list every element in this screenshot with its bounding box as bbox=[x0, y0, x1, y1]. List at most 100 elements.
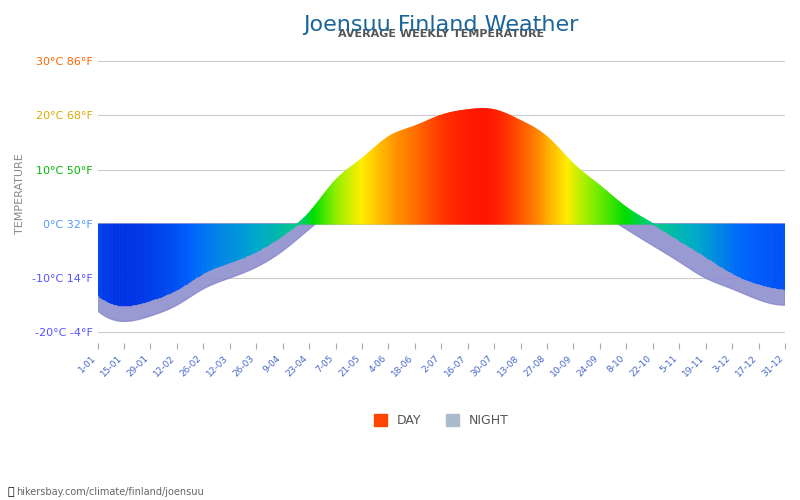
Polygon shape bbox=[441, 115, 442, 224]
Polygon shape bbox=[296, 224, 298, 225]
Polygon shape bbox=[354, 164, 355, 224]
Polygon shape bbox=[741, 224, 742, 278]
Polygon shape bbox=[617, 200, 618, 224]
Polygon shape bbox=[460, 111, 462, 224]
Polygon shape bbox=[302, 220, 303, 224]
Polygon shape bbox=[470, 110, 471, 224]
Polygon shape bbox=[370, 150, 372, 224]
Legend: DAY, NIGHT: DAY, NIGHT bbox=[369, 409, 514, 432]
Polygon shape bbox=[369, 152, 370, 224]
Polygon shape bbox=[205, 224, 206, 272]
Polygon shape bbox=[134, 224, 136, 304]
Polygon shape bbox=[241, 224, 242, 258]
Polygon shape bbox=[249, 224, 250, 254]
Polygon shape bbox=[610, 194, 611, 224]
Polygon shape bbox=[206, 224, 208, 271]
Polygon shape bbox=[382, 140, 384, 224]
Polygon shape bbox=[159, 224, 161, 296]
Polygon shape bbox=[214, 224, 216, 268]
Polygon shape bbox=[204, 224, 205, 272]
Polygon shape bbox=[554, 143, 555, 224]
Polygon shape bbox=[258, 224, 260, 250]
Polygon shape bbox=[606, 191, 607, 224]
Polygon shape bbox=[105, 224, 106, 300]
Polygon shape bbox=[660, 224, 661, 228]
Polygon shape bbox=[417, 125, 418, 224]
Polygon shape bbox=[584, 174, 586, 224]
Polygon shape bbox=[119, 224, 121, 305]
Polygon shape bbox=[111, 224, 113, 304]
Polygon shape bbox=[450, 112, 452, 224]
Polygon shape bbox=[322, 195, 323, 224]
Polygon shape bbox=[262, 224, 263, 248]
Polygon shape bbox=[290, 224, 292, 230]
Polygon shape bbox=[157, 224, 158, 298]
Polygon shape bbox=[491, 110, 493, 224]
Polygon shape bbox=[288, 224, 289, 231]
Polygon shape bbox=[690, 224, 691, 248]
Polygon shape bbox=[281, 224, 282, 236]
Polygon shape bbox=[468, 110, 470, 224]
Polygon shape bbox=[172, 224, 174, 292]
Polygon shape bbox=[311, 209, 313, 224]
Polygon shape bbox=[416, 126, 417, 224]
Polygon shape bbox=[136, 224, 138, 304]
Polygon shape bbox=[271, 224, 273, 242]
Polygon shape bbox=[230, 224, 231, 262]
Polygon shape bbox=[283, 224, 285, 234]
Polygon shape bbox=[164, 224, 165, 295]
Polygon shape bbox=[292, 224, 293, 228]
Polygon shape bbox=[407, 128, 409, 224]
Polygon shape bbox=[410, 128, 412, 224]
Polygon shape bbox=[439, 116, 441, 224]
Polygon shape bbox=[130, 224, 132, 304]
Polygon shape bbox=[313, 208, 314, 224]
Polygon shape bbox=[351, 166, 353, 224]
Polygon shape bbox=[293, 224, 294, 228]
Polygon shape bbox=[756, 224, 758, 283]
Polygon shape bbox=[514, 118, 515, 224]
Polygon shape bbox=[376, 146, 378, 224]
Polygon shape bbox=[538, 130, 540, 224]
Polygon shape bbox=[418, 124, 420, 224]
Polygon shape bbox=[729, 224, 730, 272]
Polygon shape bbox=[330, 184, 332, 224]
Polygon shape bbox=[401, 130, 402, 224]
Polygon shape bbox=[414, 126, 416, 224]
Polygon shape bbox=[676, 224, 678, 239]
Polygon shape bbox=[775, 224, 777, 288]
Polygon shape bbox=[277, 224, 278, 238]
Polygon shape bbox=[611, 196, 613, 224]
Polygon shape bbox=[321, 197, 322, 224]
Polygon shape bbox=[155, 224, 157, 298]
Polygon shape bbox=[125, 224, 126, 305]
Polygon shape bbox=[226, 224, 227, 263]
Polygon shape bbox=[647, 220, 649, 224]
Polygon shape bbox=[114, 224, 115, 304]
Polygon shape bbox=[340, 174, 342, 224]
Polygon shape bbox=[413, 126, 414, 224]
Polygon shape bbox=[694, 224, 695, 250]
Polygon shape bbox=[310, 210, 311, 224]
Polygon shape bbox=[682, 224, 683, 242]
Polygon shape bbox=[695, 224, 697, 251]
Polygon shape bbox=[216, 224, 218, 266]
Polygon shape bbox=[512, 116, 514, 224]
Polygon shape bbox=[235, 224, 237, 260]
Polygon shape bbox=[233, 224, 234, 260]
Polygon shape bbox=[643, 218, 645, 224]
Polygon shape bbox=[154, 224, 155, 298]
Polygon shape bbox=[575, 166, 577, 224]
Polygon shape bbox=[722, 224, 723, 268]
Polygon shape bbox=[521, 120, 522, 224]
Polygon shape bbox=[724, 224, 726, 269]
Polygon shape bbox=[388, 136, 390, 224]
Polygon shape bbox=[555, 144, 556, 224]
Polygon shape bbox=[510, 116, 511, 224]
Polygon shape bbox=[628, 208, 630, 224]
Polygon shape bbox=[178, 224, 179, 288]
Polygon shape bbox=[685, 224, 686, 244]
Polygon shape bbox=[144, 224, 146, 302]
Polygon shape bbox=[561, 150, 562, 224]
Polygon shape bbox=[569, 160, 570, 224]
